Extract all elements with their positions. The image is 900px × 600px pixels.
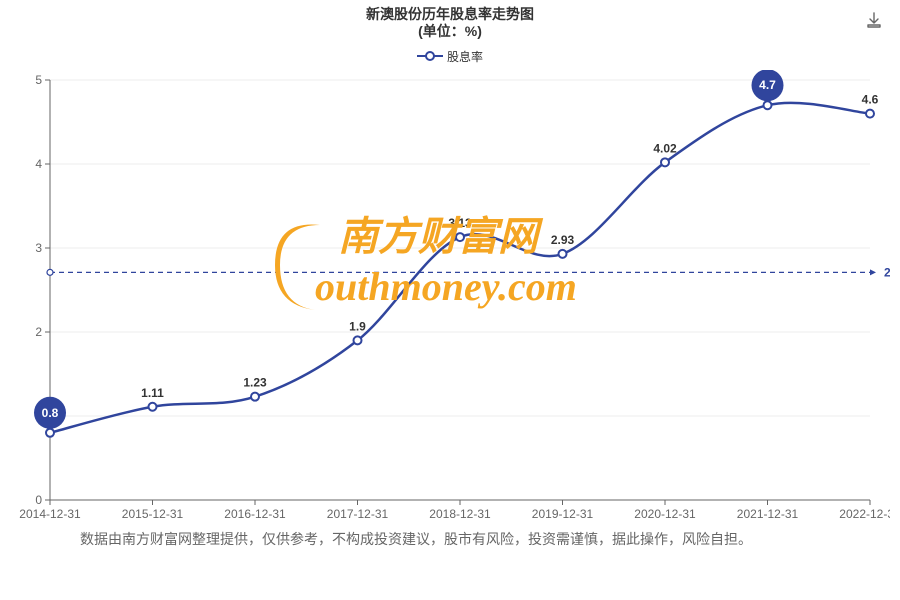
chart-footnote: 数据由南方财富网整理提供，仅供参考，不构成投资建议，股市有风险，投资需谨慎，据此… bbox=[80, 530, 860, 550]
svg-text:4.7: 4.7 bbox=[759, 78, 776, 92]
chart-title-line2: (单位：%) bbox=[0, 23, 900, 40]
svg-text:2.71: 2.71 bbox=[884, 265, 890, 279]
chart-plot: 0123452014-12-312015-12-312016-12-312017… bbox=[10, 70, 890, 530]
svg-text:2: 2 bbox=[35, 325, 42, 339]
svg-text:2018-12-31: 2018-12-31 bbox=[429, 507, 491, 521]
svg-text:4: 4 bbox=[35, 157, 42, 171]
svg-text:4.02: 4.02 bbox=[653, 141, 677, 155]
svg-text:4.6: 4.6 bbox=[862, 93, 879, 107]
svg-text:5: 5 bbox=[35, 73, 42, 87]
svg-text:1.11: 1.11 bbox=[141, 386, 164, 400]
svg-text:2019-12-31: 2019-12-31 bbox=[532, 507, 594, 521]
chart-legend[interactable]: 股息率 bbox=[0, 48, 900, 65]
svg-text:0.8: 0.8 bbox=[42, 406, 59, 420]
chart-container: 新澳股份历年股息率走势图 (单位：%) 股息率 0123452014-12-31… bbox=[0, 0, 900, 600]
svg-text:2015-12-31: 2015-12-31 bbox=[122, 507, 184, 521]
svg-text:1.9: 1.9 bbox=[349, 319, 366, 333]
svg-text:2020-12-31: 2020-12-31 bbox=[634, 507, 696, 521]
chart-title-line1: 新澳股份历年股息率走势图 bbox=[0, 6, 900, 23]
svg-text:2014-12-31: 2014-12-31 bbox=[19, 507, 81, 521]
download-icon[interactable] bbox=[866, 12, 882, 28]
svg-text:3.13: 3.13 bbox=[448, 216, 472, 230]
svg-text:2016-12-31: 2016-12-31 bbox=[224, 507, 286, 521]
svg-text:2017-12-31: 2017-12-31 bbox=[327, 507, 389, 521]
svg-text:1.23: 1.23 bbox=[243, 376, 267, 390]
svg-text:0: 0 bbox=[35, 493, 42, 507]
svg-text:3: 3 bbox=[35, 241, 42, 255]
svg-text:2.93: 2.93 bbox=[551, 233, 575, 247]
legend-marker-icon bbox=[417, 50, 443, 65]
chart-title: 新澳股份历年股息率走势图 (单位：%) bbox=[0, 6, 900, 40]
legend-label: 股息率 bbox=[447, 50, 483, 64]
svg-text:2022-12-31: 2022-12-31 bbox=[839, 507, 890, 521]
svg-text:2021-12-31: 2021-12-31 bbox=[737, 507, 799, 521]
